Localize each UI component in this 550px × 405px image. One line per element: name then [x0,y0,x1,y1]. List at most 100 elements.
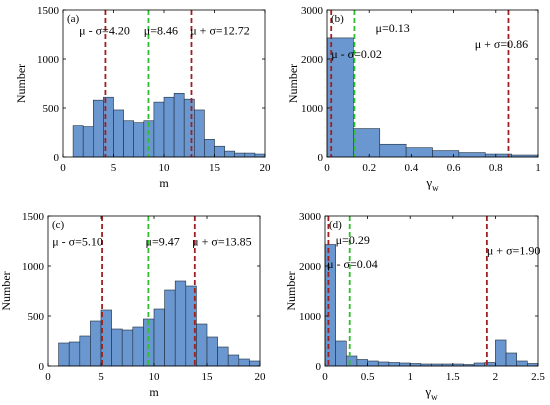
histogram-bar [79,335,91,367]
histogram-bar [516,360,528,367]
histogram-bar [143,318,155,367]
histogram-bar [244,152,256,158]
histogram-bar [367,360,379,367]
y-tick-label: 0 [316,361,322,373]
x-tick-label: 1.5 [446,371,460,383]
histogram-bar [173,93,185,158]
sigma-annotation: μ - σ=4.20 [79,24,130,38]
y-tick-label: 1000 [22,261,45,273]
histogram-bar [224,150,236,158]
histogram-bar [227,354,240,367]
sigma-annotation: μ + σ=13.85 [192,235,251,249]
mean-annotation: μ=0.13 [376,21,410,35]
y-tick-label: 2000 [299,261,322,273]
histogram-bar [206,336,218,367]
x-axis-label: γw [424,384,438,402]
histogram-bar [458,152,486,158]
x-tick-label: 1 [535,162,541,174]
y-axis-label: Number [14,64,28,103]
sigma-annotation: μ - σ=0.02 [331,47,382,61]
x-tick-label: 5 [111,162,117,174]
histogram-bar [356,359,368,367]
histogram-bar [254,153,266,158]
mean-annotation: μ=8.46 [144,24,178,38]
y-tick-label: 3000 [299,211,322,223]
histogram-bar [121,329,134,367]
panel-a: 0 5 10 15 20 0 500 1000 1500 Number m (a)μ - σ=4.20… [14,5,271,190]
y-tick-label: 0 [54,152,60,164]
x-tick-label: 0.5 [361,371,375,383]
histogram-bar [123,120,134,158]
histogram-bar [58,342,70,367]
histogram-bar [72,125,84,158]
y-tick-label: 500 [28,311,45,323]
y-tick-label: 0 [318,152,324,164]
mean-annotation: μ=0.29 [336,233,370,247]
y-tick-label: 1500 [37,5,60,17]
mean-annotation: μ=9.47 [146,235,180,249]
histogram-bar [132,326,144,367]
histogram-bar [90,320,102,367]
x-tick-label: 0.8 [489,162,503,174]
panel-d: 0 0.5 1 1.5 2 2.5 0 1000 2000 3000 Number γw (d) μ - … [284,211,545,402]
histogram-bar [164,289,176,367]
y-tick-label: 1500 [22,211,45,223]
x-tick-label: 10 [159,162,171,174]
y-tick-label: 500 [43,103,60,115]
sigma-annotation: μ + σ=0.86 [475,37,528,51]
histogram-bar [432,150,460,158]
x-tick-label: 15 [202,371,214,383]
histogram-bar [238,358,250,367]
histogram-bar [353,128,381,158]
panel-c: 0 5 10 15 20 0 500 1000 1500 Number m (c) μ - σ=5.10… [0,211,266,399]
histogram-bar [111,328,123,367]
panel-tag: (d) [329,219,342,231]
histogram-bar [388,362,400,367]
histogram-bar [335,340,347,367]
histogram-bar [163,96,175,158]
x-tick-label: 0 [45,371,51,383]
y-tick-label: 3000 [301,5,324,17]
sigma-annotation: μ - σ=5.10 [52,235,103,249]
sigma-annotation: μ - σ=0.04 [327,257,378,271]
panel-b: 0 0.2 0.4 0.6 0.8 1 0 1000 2000 3000 Number γw (b) μ … [286,5,541,193]
y-axis-label: Number [284,271,298,310]
histogram-bar [194,109,205,158]
plot-frame [326,9,539,158]
histogram-bar [379,143,407,158]
x-tick-label: 0.6 [447,162,461,174]
histogram-bar [234,152,246,158]
x-tick-label: 15 [209,162,221,174]
histogram-bar [183,98,195,158]
x-tick-label: 2.5 [531,371,545,383]
histogram-bar [153,308,165,367]
histogram-bar [204,139,215,158]
histogram-bar [505,352,517,367]
histogram-bar [399,362,411,367]
x-tick-label: 10 [149,371,161,383]
x-axis-label: m [159,176,169,190]
histogram-bar [495,339,507,367]
x-tick-label: 0.4 [405,162,419,174]
x-tick-label: 1 [407,371,413,383]
y-tick-label: 1000 [37,54,60,66]
sigma-annotation: μ + σ=1.90 [487,244,540,258]
histogram-bar [249,360,261,367]
panel-tag: (c) [52,219,65,231]
x-axis-label: m [149,385,159,399]
x-tick-label: 2 [493,371,499,383]
sigma-annotation: μ + σ=12.72 [190,24,249,38]
histogram-bar [345,355,358,367]
x-tick-label: 0 [322,371,328,383]
histogram-bar [214,145,225,158]
y-tick-label: 0 [39,361,45,373]
y-tick-label: 2000 [301,54,324,66]
x-axis-label: γw [425,175,439,193]
x-tick-label: 5 [98,371,104,383]
histogram-bar [113,109,124,158]
histogram-bar [174,280,187,367]
y-axis-label: Number [286,64,300,103]
panel-tag: (a) [67,13,80,25]
y-tick-label: 1000 [301,103,324,115]
